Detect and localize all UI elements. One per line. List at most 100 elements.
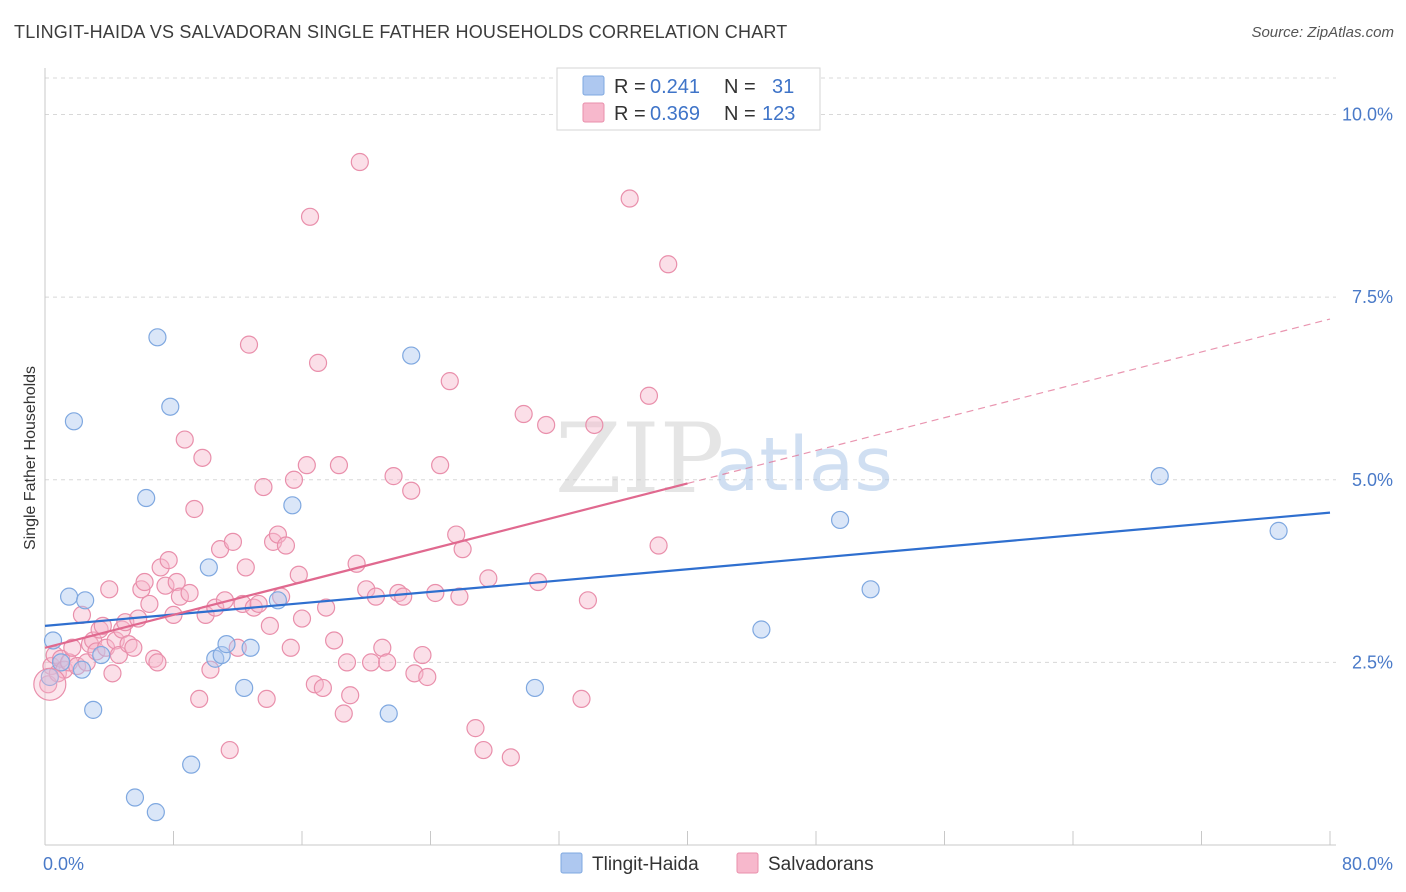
salvadoran-point: [276, 536, 296, 555]
stats-legend-swatch-blue: [582, 75, 605, 96]
salvadoran-point: [308, 353, 328, 372]
tlingit-haida-point: [199, 558, 218, 577]
tlingit-haida-point: [125, 788, 145, 807]
tlingit-haida-point: [1150, 467, 1169, 486]
salvadoran-point: [639, 386, 659, 405]
salvadoran-point: [284, 470, 304, 489]
tlingit-haida-point: [182, 755, 201, 774]
salvadoran-point: [100, 580, 119, 599]
salvadoran-point: [190, 689, 209, 709]
stats-legend-n-value-2: 123: [762, 103, 795, 125]
tlingit-haida-point: [76, 591, 95, 610]
y-tick-label: 10.0%: [1342, 105, 1393, 125]
salvadoran-point: [249, 594, 268, 614]
tlingit-haida-point: [212, 645, 231, 665]
fit-lines: [44, 318, 1331, 649]
salvadoran-point: [297, 456, 316, 475]
watermark: ZIP atlas: [555, 403, 893, 515]
tlingit-haida-point: [161, 397, 180, 416]
salvadoran-point: [185, 499, 204, 519]
salvadoran-point: [292, 609, 312, 628]
salvadoran-point: [220, 740, 239, 760]
stats-legend-r-label-1: R =: [614, 76, 646, 98]
salvadoran-point: [156, 576, 175, 595]
series-legend-swatch-tlingit-haida: [560, 852, 583, 874]
salvadoran-point: [334, 704, 353, 723]
salvadoran-point: [350, 152, 369, 172]
tlingit-haida-point: [64, 412, 84, 431]
salvadoran-point: [167, 572, 186, 592]
stats-legend-r-value-2: 0.369: [650, 103, 700, 125]
salvadoran-point: [148, 653, 167, 672]
salvadoran-point: [450, 587, 469, 606]
tlingit-haida-point: [235, 678, 254, 698]
salvadoran-trendline-extension: [687, 318, 1331, 484]
salvadoran-point: [193, 448, 212, 467]
salvadoran-point: [537, 415, 556, 435]
salvadoran-point: [260, 616, 279, 635]
salvadoran-point: [300, 207, 320, 226]
tlingit-haida-trendline: [44, 511, 1331, 627]
points-layer: [33, 152, 1288, 822]
stats-legend: R = 0.241 N = 31 R = 0.369 N = 123: [556, 67, 821, 131]
tlingit-haida-point: [72, 660, 92, 679]
salvadoran-point: [440, 372, 459, 391]
salvadoran-point: [479, 569, 498, 588]
salvadoran-point: [313, 678, 332, 698]
series-legend-swatch-salvadorans: [736, 852, 759, 874]
tlingit-haida-point: [84, 700, 103, 719]
watermark-atlas: atlas: [714, 422, 893, 508]
salvadoran-point-cluster: [33, 667, 67, 701]
stats-legend-n-value-1: 31: [772, 76, 794, 98]
tlingit-haida-point: [148, 328, 167, 347]
salvadoran-point: [159, 551, 178, 570]
y-tick-label: 2.5%: [1352, 652, 1393, 672]
salvadoran-point: [63, 638, 82, 657]
salvadoran-point: [578, 591, 598, 610]
salvadoran-point: [649, 536, 668, 555]
tlingit-haida-point: [379, 704, 398, 723]
series-legend-label-tlingit-haida: Tlingit-Haida: [592, 854, 699, 875]
tlingit-haida-point: [92, 645, 111, 665]
tlingit-haida-point: [59, 587, 79, 606]
salvadoran-point: [103, 664, 122, 683]
series-legend: Tlingit-Haida Salvadorans: [560, 852, 874, 875]
chart-source: Source: ZipAtlas.com: [1251, 24, 1394, 41]
salvadoran-point: [394, 587, 413, 606]
salvadoran-point: [501, 748, 520, 767]
salvadoran-point: [236, 558, 255, 577]
stats-legend-r-value-1: 0.241: [650, 76, 700, 98]
salvadoran-point: [140, 594, 159, 614]
salvadoran-point: [378, 653, 397, 672]
x-tick-label: 0.0%: [43, 854, 84, 874]
tick-labels: 2.5% 5.0% 7.5% 10.0% 0.0% 80.0%: [43, 105, 1393, 874]
salvadoran-point: [135, 572, 154, 592]
y-tick-label: 5.0%: [1352, 470, 1393, 490]
salvadoran-point: [402, 481, 421, 500]
axis-layer: [44, 68, 1336, 846]
salvadoran-trendline: [44, 482, 688, 649]
salvadoran-point: [384, 467, 403, 486]
salvadoran-point: [431, 456, 450, 475]
salvadoran-point: [180, 583, 199, 603]
salvadoran-point: [329, 456, 349, 475]
salvadoran-point: [228, 638, 247, 657]
salvadoran-point: [257, 689, 276, 709]
salvadoran-point: [620, 189, 639, 208]
tlingit-haida-point: [51, 653, 71, 672]
salvadoran-point: [341, 686, 360, 705]
salvadoran-point: [223, 532, 243, 551]
salvadoran-point: [281, 638, 300, 657]
tlingit-haida-point: [525, 678, 545, 698]
salvadoran-point: [170, 587, 190, 606]
grid-layer: [45, 77, 1336, 663]
salvadoran-point: [175, 430, 194, 449]
salvadoran-point: [124, 638, 143, 657]
salvadoran-point: [373, 638, 392, 657]
salvadoran-point: [413, 645, 432, 665]
tlingit-haida-point: [402, 346, 421, 365]
tlingit-haida-point: [241, 638, 260, 657]
chart-title: TLINGIT-HAIDA VS SALVADORAN SINGLE FATHE…: [14, 22, 788, 42]
stats-legend-n-label-2: N =: [724, 103, 756, 125]
